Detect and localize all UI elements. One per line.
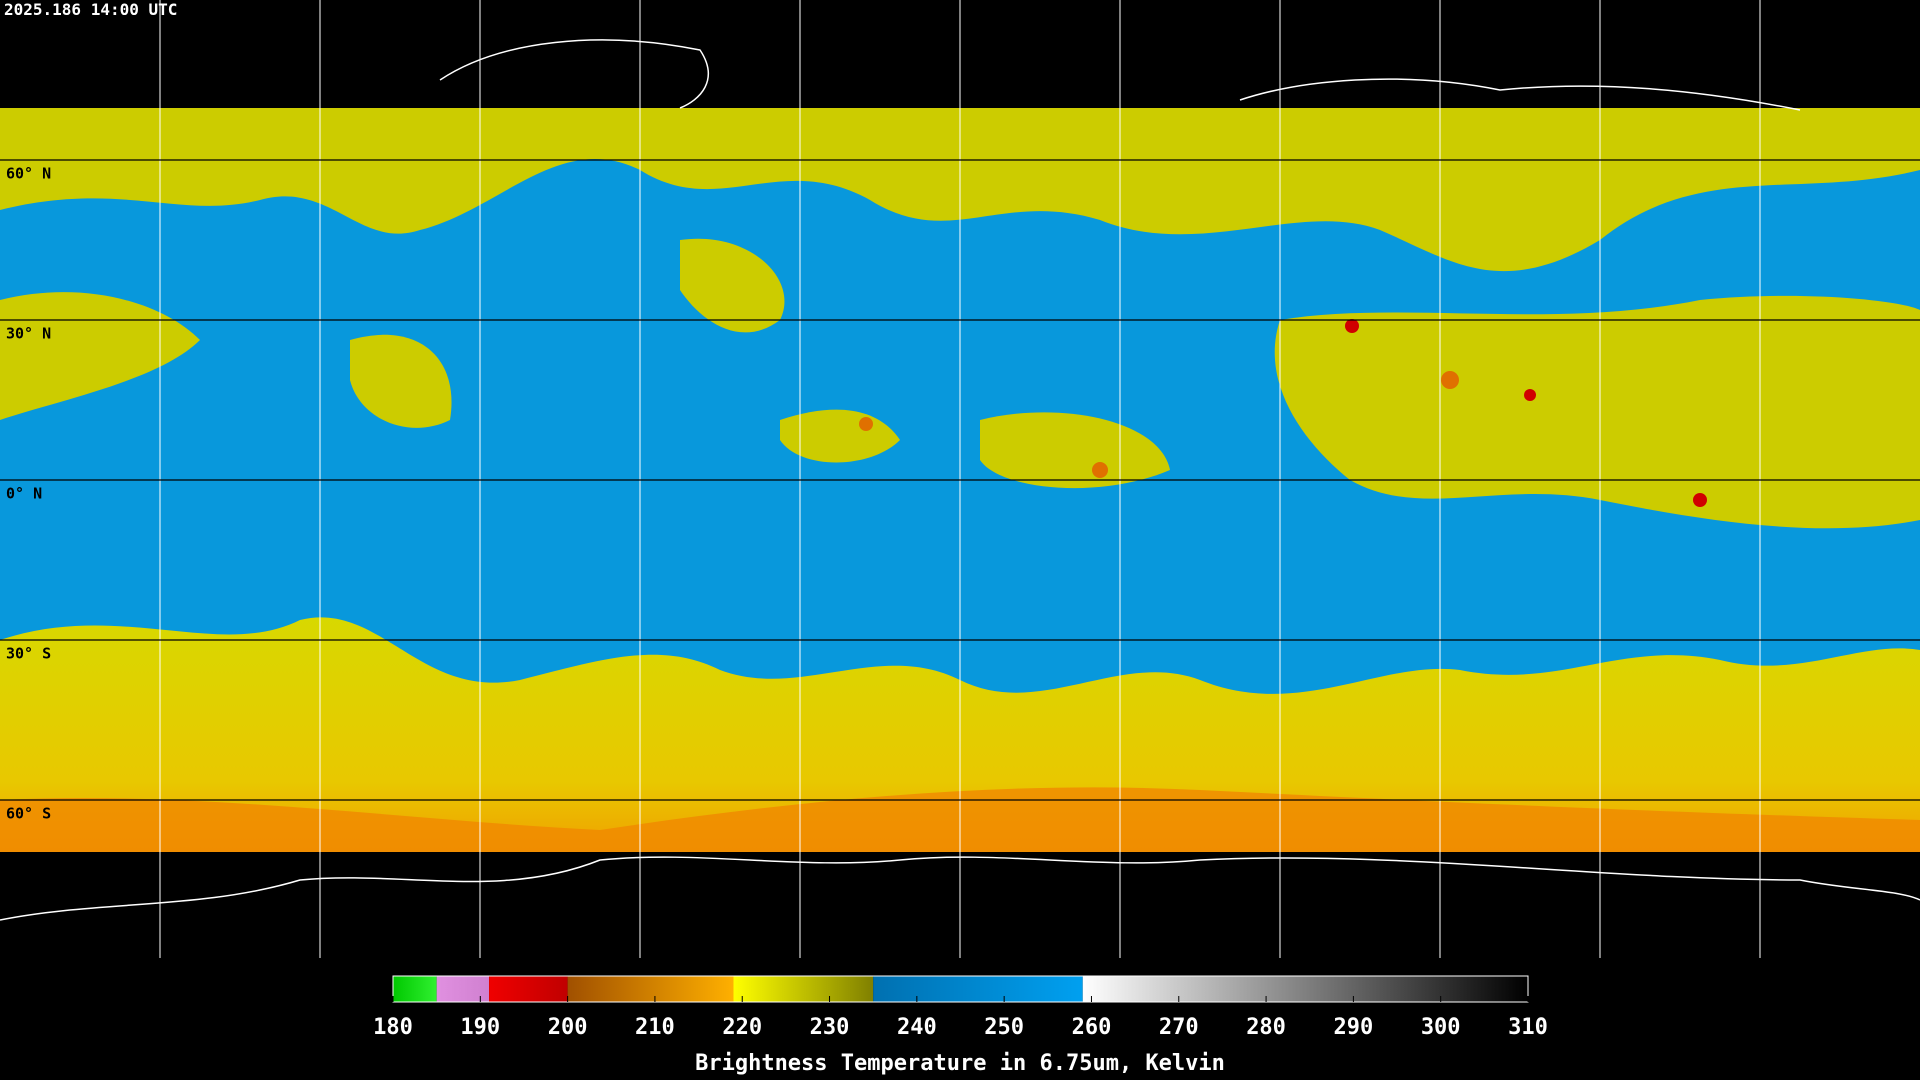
colorbar-segment [1082, 976, 1528, 1002]
graticule: 60° N 30° N 0° N 30° S 60° S [0, 0, 1920, 958]
latitude-label: 30° S [6, 645, 51, 663]
latitude-label: 0° N [6, 485, 42, 503]
colorbar-tick-label: 300 [1421, 1015, 1461, 1040]
convection-cells [859, 319, 1707, 507]
colorbar-tick-label: 250 [984, 1015, 1024, 1040]
colorbar-tick-label: 290 [1334, 1015, 1374, 1040]
colorbar-segment [489, 976, 568, 1002]
colorbar-segment [436, 976, 490, 1002]
colorbar-segment [567, 976, 734, 1002]
colorbar-segment [733, 976, 874, 1002]
latitude-label: 30° N [6, 325, 51, 343]
latitude-label: 60° N [6, 165, 51, 183]
colorbar-tick-label: 200 [548, 1015, 588, 1040]
timestamp: 2025.186 14:00 UTC [4, 0, 177, 19]
colorbar-tick-label: 220 [722, 1015, 762, 1040]
colorbar-tick-label: 180 [373, 1015, 413, 1040]
colorbar-segment [393, 976, 437, 1002]
colorbar-segment [873, 976, 1083, 1002]
colorbar-tick-label: 210 [635, 1015, 675, 1040]
latitude-label: 60° S [6, 805, 51, 823]
colorbar-tick-label: 270 [1159, 1015, 1199, 1040]
colorbar-tick-label: 190 [460, 1015, 500, 1040]
colorbar-tick-label: 280 [1246, 1015, 1286, 1040]
colorbar-tick-label: 240 [897, 1015, 937, 1040]
colorbar-tick-label: 310 [1508, 1015, 1548, 1040]
colorbar: 180 190 200 210 220 230 240 250 260 270 280 290 300 3… [373, 975, 1548, 1040]
colorbar-tick-label: 230 [810, 1015, 850, 1040]
colorbar-frame [392, 975, 1529, 1003]
colorbar-tick-label: 260 [1072, 1015, 1112, 1040]
polar-coastlines [0, 39, 1920, 921]
colorbar-title: Brightness Temperature in 6.75um, Kelvin [695, 1051, 1225, 1076]
